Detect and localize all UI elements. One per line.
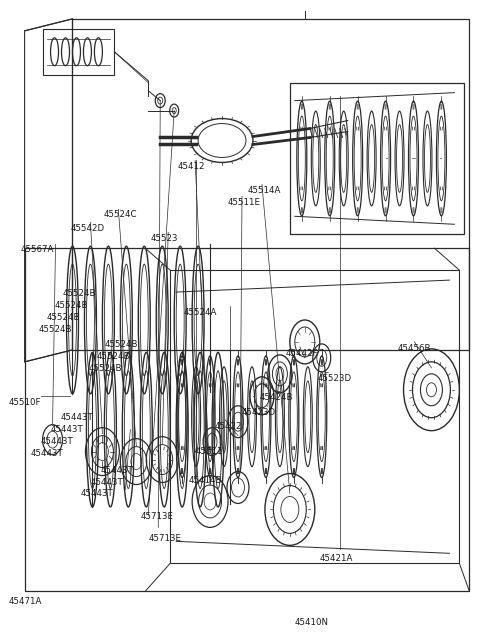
Text: 45442F: 45442F — [286, 349, 318, 358]
Text: 45456B: 45456B — [397, 344, 431, 353]
Text: 45611: 45611 — [195, 447, 223, 456]
Text: 45414B: 45414B — [188, 475, 222, 484]
Text: 45443T: 45443T — [90, 477, 123, 487]
Text: 45514A: 45514A — [248, 186, 281, 196]
Text: 45443T: 45443T — [81, 489, 113, 499]
Text: 45524B: 45524B — [104, 340, 138, 349]
Text: 45523: 45523 — [150, 234, 178, 243]
Text: 45424B: 45424B — [260, 393, 293, 402]
Text: 45443T: 45443T — [31, 449, 63, 458]
Text: 45471A: 45471A — [9, 597, 42, 606]
Bar — [290, 83, 464, 234]
Text: 45524C: 45524C — [103, 210, 137, 219]
Text: 45423D: 45423D — [242, 408, 276, 417]
Text: 45542D: 45542D — [71, 224, 105, 234]
Text: 45524B: 45524B — [96, 352, 130, 361]
Text: 45524B: 45524B — [47, 313, 80, 322]
Bar — [170, 270, 459, 563]
Text: 45524A: 45524A — [183, 308, 216, 317]
Text: 45443T: 45443T — [60, 413, 93, 422]
Text: 45567A: 45567A — [21, 245, 54, 254]
Bar — [43, 29, 114, 75]
Text: 45412: 45412 — [177, 163, 204, 172]
Text: 45523D: 45523D — [318, 374, 352, 383]
Text: 45510F: 45510F — [9, 398, 41, 407]
Text: 45524B: 45524B — [62, 289, 96, 298]
Text: 45524B: 45524B — [38, 325, 72, 334]
Text: 45524B: 45524B — [55, 301, 88, 310]
Text: 45422: 45422 — [214, 422, 241, 430]
Text: 45511E: 45511E — [228, 198, 261, 208]
Bar — [24, 248, 469, 591]
Bar — [72, 19, 469, 350]
Text: 45713E: 45713E — [140, 513, 173, 522]
Text: 45443T: 45443T — [41, 437, 73, 446]
Text: 45410N: 45410N — [295, 618, 329, 627]
Text: 45443T: 45443T — [100, 465, 133, 475]
Text: 45713E: 45713E — [148, 534, 181, 543]
Text: 45443T: 45443T — [50, 425, 84, 434]
Text: 45421A: 45421A — [320, 555, 353, 563]
Text: 45524B: 45524B — [88, 364, 122, 373]
